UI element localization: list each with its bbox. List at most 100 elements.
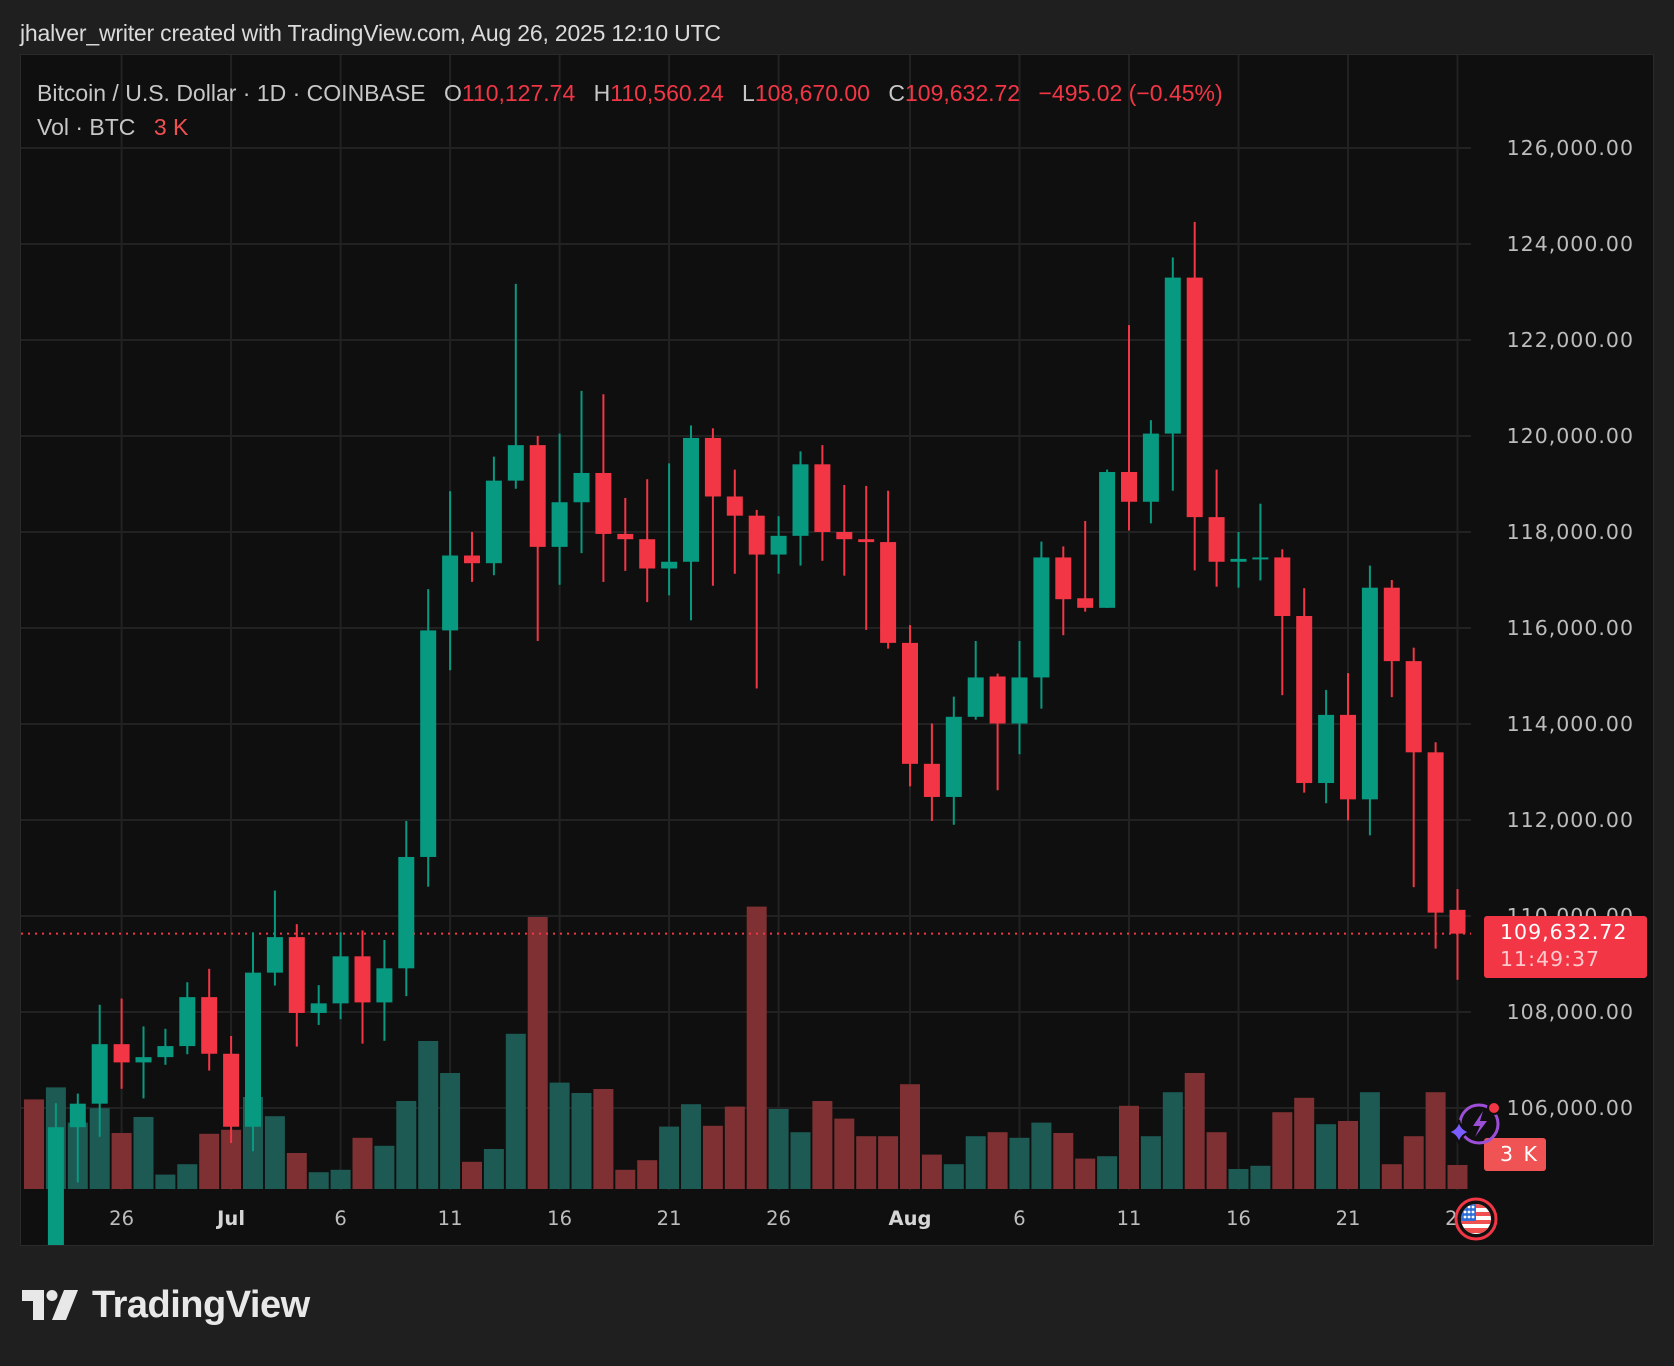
close-label: C	[888, 80, 905, 106]
bar-countdown: 11:49:37	[1500, 947, 1601, 971]
price-axis-label: 116,000.00	[1506, 616, 1634, 640]
candle[interactable]	[398, 820, 415, 997]
candle[interactable]	[989, 673, 1006, 791]
candle[interactable]	[529, 436, 546, 641]
candle[interactable]	[354, 930, 371, 1044]
candle[interactable]	[1121, 325, 1137, 531]
candle[interactable]	[376, 940, 393, 1041]
time-axis-label: 16	[1226, 1207, 1251, 1230]
candle[interactable]	[507, 283, 524, 489]
candle[interactable]	[1274, 549, 1291, 696]
volume-bar	[1031, 1122, 1052, 1189]
candle[interactable]	[551, 433, 568, 585]
candle[interactable]	[245, 932, 261, 1152]
candle[interactable]	[420, 589, 437, 887]
candle[interactable]	[157, 1028, 174, 1065]
symbol-title[interactable]: Bitcoin / U.S. Dollar · 1D · COINBASE	[37, 80, 426, 106]
time-axis-label: 16	[547, 1207, 573, 1230]
candle[interactable]	[223, 1036, 240, 1144]
time-axis-label: Jul	[217, 1207, 246, 1230]
candle[interactable]	[91, 1004, 108, 1137]
volume-bar	[856, 1136, 877, 1189]
chart-frame[interactable]: Bitcoin / U.S. Dollar · 1D · COINBASE O 1…	[20, 54, 1654, 1246]
candle[interactable]	[1296, 588, 1313, 793]
open-label: O	[443, 80, 462, 106]
candle[interactable]	[595, 394, 612, 582]
candle[interactable]	[310, 985, 327, 1025]
candle[interactable]	[902, 625, 918, 787]
candle[interactable]	[442, 491, 459, 671]
volume-label[interactable]: Vol · BTC	[37, 114, 136, 140]
candle[interactable]	[1383, 580, 1400, 698]
candle[interactable]	[1318, 689, 1335, 804]
candle[interactable]	[1361, 565, 1378, 836]
volume-bar	[1250, 1165, 1271, 1189]
candle[interactable]	[923, 723, 940, 821]
candle[interactable]	[945, 696, 962, 825]
candle[interactable]	[1252, 503, 1269, 581]
candle[interactable]	[1427, 742, 1444, 949]
candle[interactable]	[288, 924, 305, 1047]
candle[interactable]	[266, 890, 283, 986]
candle[interactable]	[135, 1026, 152, 1099]
candle[interactable]	[332, 932, 349, 1020]
candle[interactable]	[179, 982, 196, 1055]
candle[interactable]	[1208, 469, 1225, 587]
candle[interactable]	[639, 479, 656, 603]
candle[interactable]	[726, 469, 743, 574]
chart-caption: jhalver_writer created with TradingView.…	[20, 20, 721, 46]
time-axis-label: Aug	[888, 1207, 932, 1230]
candle[interactable]	[1405, 647, 1422, 888]
volume-bar	[1184, 1073, 1205, 1189]
volume-bar	[702, 1125, 723, 1189]
candle[interactable]	[1230, 532, 1247, 588]
candle[interactable]	[1033, 541, 1050, 709]
volume-bar	[593, 1089, 614, 1189]
candlestick-chart[interactable]	[21, 55, 1653, 1245]
candle[interactable]	[792, 451, 809, 566]
candle[interactable]	[704, 428, 721, 586]
volume-value: 3 K	[153, 114, 189, 140]
candle[interactable]	[47, 1103, 64, 1245]
candle[interactable]	[770, 516, 787, 574]
candle[interactable]	[573, 390, 590, 554]
candle[interactable]	[1449, 889, 1466, 980]
candle[interactable]	[1164, 257, 1181, 491]
us-flag-economic-event-icon[interactable]	[1454, 1197, 1498, 1241]
candle[interactable]	[880, 490, 897, 649]
candle[interactable]	[814, 445, 831, 561]
candle[interactable]	[464, 532, 480, 582]
candle[interactable]	[69, 1093, 86, 1183]
volume-bar	[768, 1109, 789, 1189]
candle[interactable]	[748, 509, 765, 689]
volume-bar	[921, 1154, 942, 1189]
candle[interactable]	[858, 485, 875, 630]
candle[interactable]	[1340, 673, 1356, 821]
candle[interactable]	[967, 640, 984, 720]
candle[interactable]	[201, 968, 218, 1071]
ohlc-legend-row: Bitcoin / U.S. Dollar · 1D · COINBASE O1…	[37, 76, 1223, 110]
candle[interactable]	[1099, 469, 1116, 608]
volume-bar	[1403, 1136, 1424, 1189]
candle[interactable]	[836, 484, 853, 576]
volume-tag: 3 K	[1484, 1138, 1546, 1171]
candle[interactable]	[683, 425, 699, 621]
price-axis-label: 118,000.00	[1506, 520, 1634, 544]
candle[interactable]	[1142, 420, 1159, 524]
candle[interactable]	[1055, 546, 1072, 636]
candle[interactable]	[1186, 221, 1203, 571]
candle[interactable]	[661, 463, 678, 596]
candle[interactable]	[1077, 520, 1094, 612]
events-lightning-icon[interactable]	[1445, 1094, 1505, 1150]
volume-bar	[199, 1133, 220, 1189]
candle[interactable]	[617, 497, 634, 571]
volume-bar	[746, 906, 767, 1189]
candle[interactable]	[113, 998, 130, 1089]
volume-bar	[549, 1082, 570, 1189]
tradingview-logo[interactable]: TradingView	[22, 1280, 310, 1330]
volume-tag-value: 3 K	[1500, 1142, 1540, 1166]
candle[interactable]	[485, 456, 502, 576]
time-axis-label: 21	[1335, 1207, 1361, 1230]
time-axis-label: 21	[656, 1207, 682, 1230]
candle[interactable]	[1011, 640, 1028, 755]
